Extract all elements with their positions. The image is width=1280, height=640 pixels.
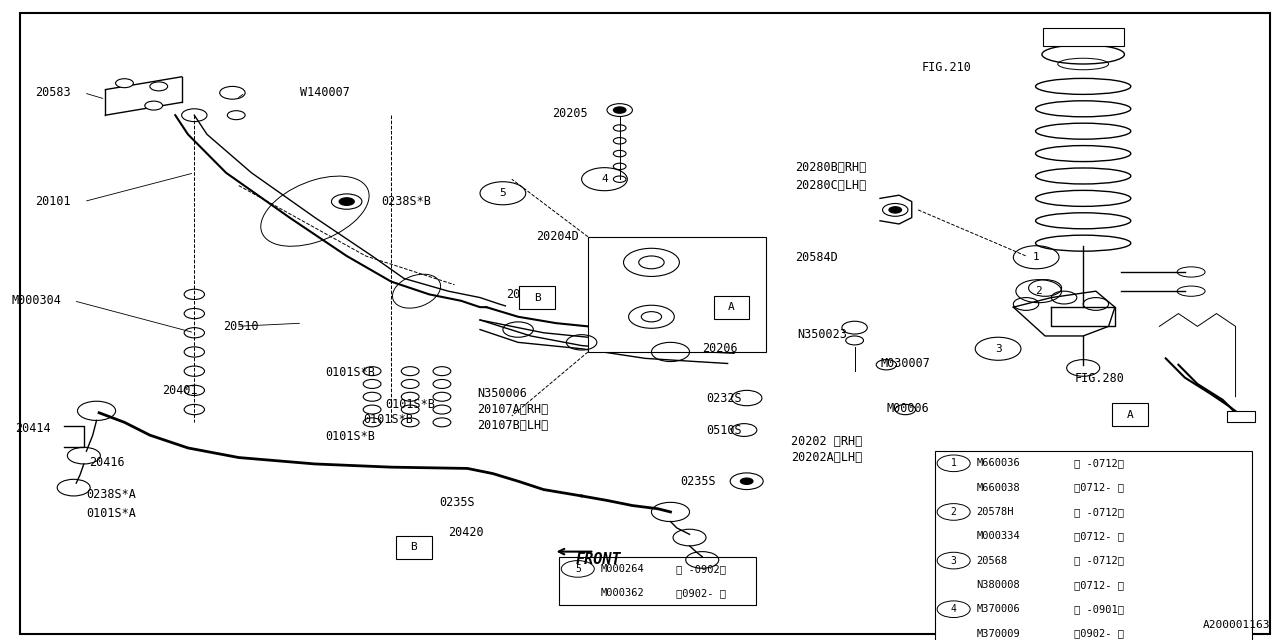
Text: N380008: N380008 bbox=[977, 580, 1020, 590]
Text: 0101S*B: 0101S*B bbox=[385, 398, 435, 411]
Circle shape bbox=[613, 107, 626, 113]
Text: 0510S: 0510S bbox=[707, 424, 741, 436]
Text: 0101S*B: 0101S*B bbox=[364, 413, 413, 426]
Text: M660038: M660038 bbox=[977, 483, 1020, 493]
Text: 20420: 20420 bbox=[448, 526, 484, 539]
Text: A: A bbox=[1126, 410, 1134, 420]
Text: 〈 -0712〉: 〈 -0712〉 bbox=[1074, 458, 1124, 468]
Text: 20101: 20101 bbox=[36, 195, 72, 208]
Text: 〈 -0902〉: 〈 -0902〉 bbox=[676, 564, 726, 574]
Bar bbox=[1226, 411, 1254, 422]
Text: M00006: M00006 bbox=[886, 402, 929, 415]
Text: 2: 2 bbox=[1036, 286, 1042, 296]
Text: 20510: 20510 bbox=[224, 320, 259, 333]
Text: B: B bbox=[534, 292, 540, 303]
FancyBboxPatch shape bbox=[714, 296, 749, 319]
Text: 0235S: 0235S bbox=[681, 475, 717, 488]
Text: 0232S: 0232S bbox=[707, 392, 741, 404]
Text: B: B bbox=[411, 542, 417, 552]
Text: 20578H: 20578H bbox=[977, 507, 1014, 517]
Text: よ0902- 〉: よ0902- 〉 bbox=[676, 588, 726, 598]
Text: M000362: M000362 bbox=[600, 588, 644, 598]
Text: 0238S*B: 0238S*B bbox=[381, 195, 431, 208]
Text: 20202 〈RH〉: 20202 〈RH〉 bbox=[791, 435, 863, 448]
Text: 3: 3 bbox=[995, 344, 1001, 354]
Text: M000334: M000334 bbox=[977, 531, 1020, 541]
Text: 1: 1 bbox=[951, 458, 956, 468]
Text: 5: 5 bbox=[499, 188, 507, 198]
Text: よ0712- 〉: よ0712- 〉 bbox=[1074, 580, 1124, 590]
Text: 20280B〈RH〉: 20280B〈RH〉 bbox=[795, 161, 867, 174]
Text: 5: 5 bbox=[575, 564, 581, 574]
Bar bbox=[1042, 28, 1124, 46]
Text: 20416: 20416 bbox=[88, 456, 124, 468]
Circle shape bbox=[150, 82, 168, 91]
Text: よ0712- 〉: よ0712- 〉 bbox=[1074, 483, 1124, 493]
Text: 0235S: 0235S bbox=[439, 496, 475, 509]
Text: N350006: N350006 bbox=[477, 387, 527, 400]
Text: よ0902- 〉: よ0902- 〉 bbox=[1074, 628, 1124, 639]
Text: 3: 3 bbox=[951, 556, 956, 566]
Text: 0101S*B: 0101S*B bbox=[325, 430, 375, 443]
Text: 20568: 20568 bbox=[977, 556, 1007, 566]
Text: よ0712- 〉: よ0712- 〉 bbox=[1074, 531, 1124, 541]
Text: A: A bbox=[1238, 412, 1244, 422]
Text: 20205: 20205 bbox=[553, 108, 588, 120]
Text: M000264: M000264 bbox=[600, 564, 644, 574]
Text: 〈 -0901〉: 〈 -0901〉 bbox=[1074, 604, 1124, 614]
FancyBboxPatch shape bbox=[20, 13, 1270, 634]
Circle shape bbox=[145, 101, 163, 110]
Text: 0101S*B: 0101S*B bbox=[325, 366, 375, 379]
Text: 0238S*A: 0238S*A bbox=[86, 488, 136, 500]
Circle shape bbox=[115, 79, 133, 88]
Text: FIG.280: FIG.280 bbox=[1074, 372, 1124, 385]
Text: 20583: 20583 bbox=[36, 86, 72, 99]
Text: 4: 4 bbox=[951, 604, 956, 614]
Text: M370009: M370009 bbox=[977, 628, 1020, 639]
Text: FRONT: FRONT bbox=[575, 552, 621, 568]
Text: 〈 -0712〉: 〈 -0712〉 bbox=[1074, 556, 1124, 566]
Text: M030007: M030007 bbox=[881, 357, 929, 370]
Text: 4: 4 bbox=[602, 174, 608, 184]
Text: 20414: 20414 bbox=[15, 422, 51, 435]
Text: M370006: M370006 bbox=[977, 604, 1020, 614]
Text: A200001163: A200001163 bbox=[1202, 620, 1270, 630]
Text: 〈 -0712〉: 〈 -0712〉 bbox=[1074, 507, 1124, 517]
Bar bbox=[588, 237, 765, 352]
Text: M000304: M000304 bbox=[12, 294, 61, 307]
Text: FIG.210: FIG.210 bbox=[922, 61, 972, 74]
Text: 20401: 20401 bbox=[163, 384, 198, 397]
Text: 20280C〈LH〉: 20280C〈LH〉 bbox=[795, 179, 867, 192]
Text: 20107A〈RH〉: 20107A〈RH〉 bbox=[477, 403, 549, 416]
Text: 2: 2 bbox=[951, 507, 956, 517]
Text: 1: 1 bbox=[1033, 252, 1039, 262]
Text: W140007: W140007 bbox=[300, 86, 349, 99]
Bar bbox=[559, 557, 755, 605]
Circle shape bbox=[888, 207, 901, 213]
FancyBboxPatch shape bbox=[1112, 403, 1148, 426]
Text: 0101S*A: 0101S*A bbox=[86, 507, 136, 520]
Text: 20584D: 20584D bbox=[795, 251, 837, 264]
Text: N350023: N350023 bbox=[797, 328, 847, 340]
FancyBboxPatch shape bbox=[397, 536, 431, 559]
Bar bbox=[934, 451, 1252, 640]
Text: 20107B〈LH〉: 20107B〈LH〉 bbox=[477, 419, 549, 432]
Circle shape bbox=[740, 478, 753, 484]
Circle shape bbox=[339, 198, 355, 205]
Text: M660036: M660036 bbox=[977, 458, 1020, 468]
Text: 20204D: 20204D bbox=[536, 230, 579, 243]
Text: 20206: 20206 bbox=[703, 342, 737, 355]
Text: 20204I: 20204I bbox=[506, 288, 549, 301]
Text: A: A bbox=[728, 302, 735, 312]
Text: 20202A〈LH〉: 20202A〈LH〉 bbox=[791, 451, 863, 464]
FancyBboxPatch shape bbox=[520, 286, 556, 309]
